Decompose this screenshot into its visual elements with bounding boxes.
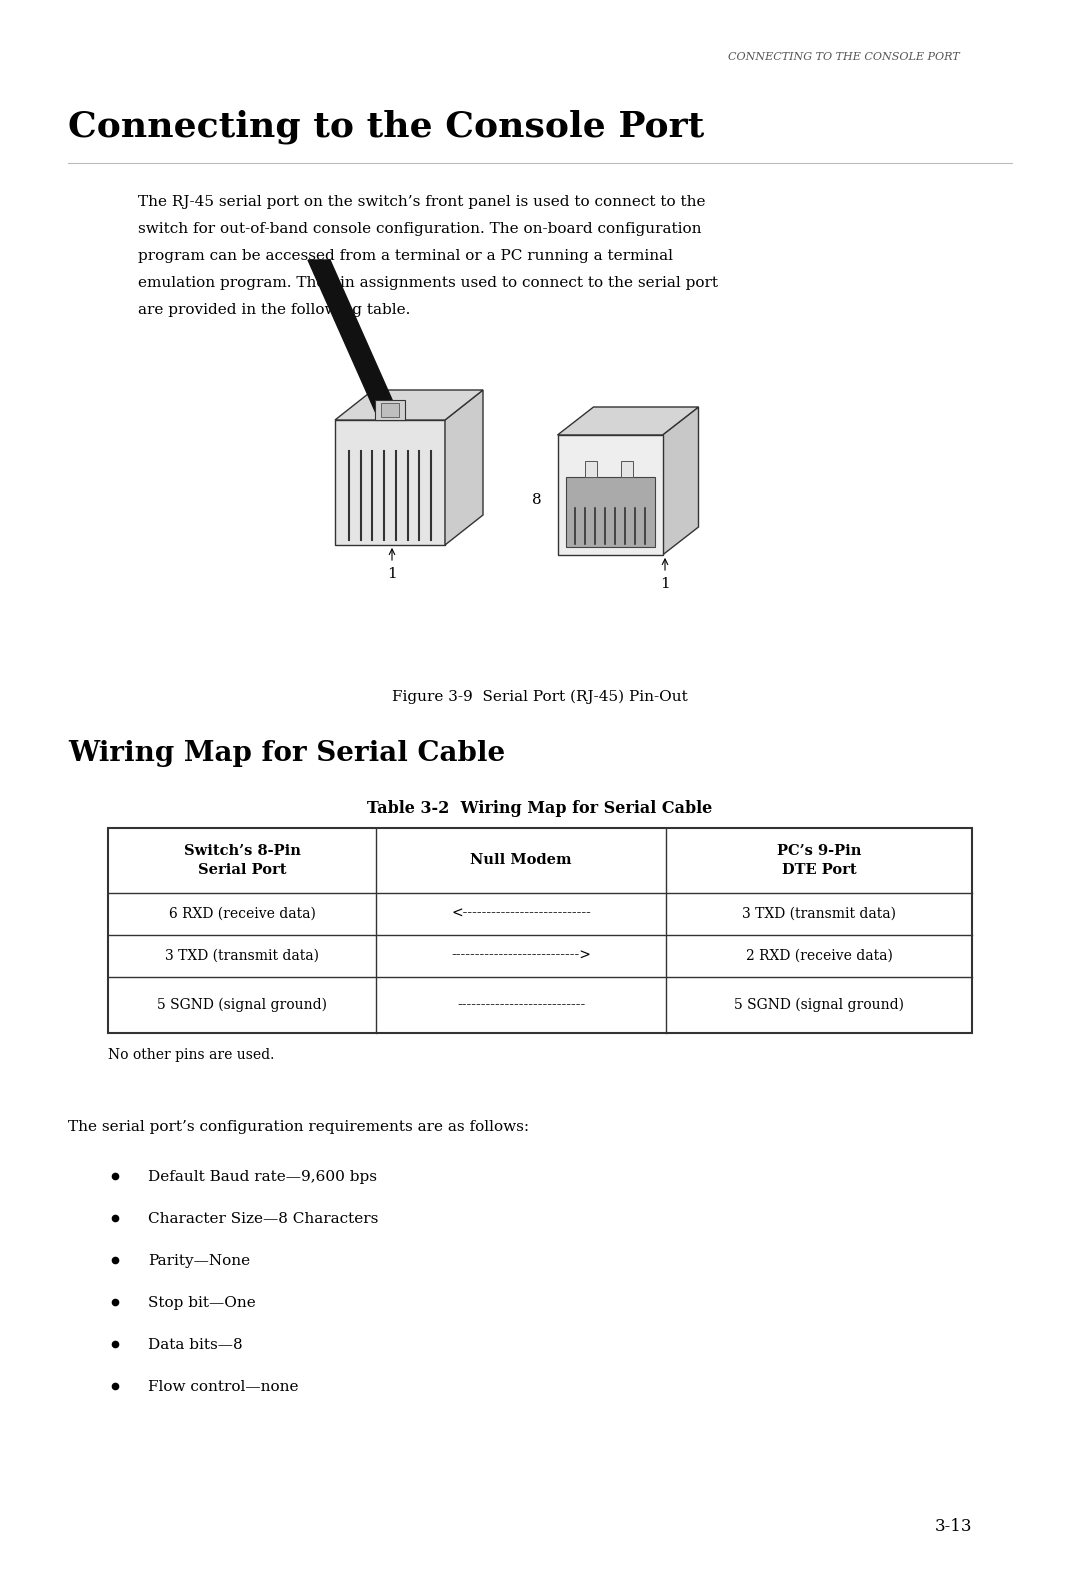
Text: 1: 1 xyxy=(660,578,670,590)
Text: 2 RXD (receive data): 2 RXD (receive data) xyxy=(745,948,892,962)
Text: Table 3-2  Wiring Map for Serial Cable: Table 3-2 Wiring Map for Serial Cable xyxy=(367,801,713,816)
Polygon shape xyxy=(308,261,401,421)
Polygon shape xyxy=(375,400,405,421)
Text: 8: 8 xyxy=(532,493,542,507)
Text: CONNECTING TO THE CONSOLE PORT: CONNECTING TO THE CONSOLE PORT xyxy=(728,52,960,61)
Text: <---------------------------: <--------------------------- xyxy=(451,907,591,922)
Text: --------------------------->: ---------------------------> xyxy=(451,948,591,962)
Polygon shape xyxy=(445,389,483,545)
Text: Parity—None: Parity—None xyxy=(148,1254,251,1269)
Polygon shape xyxy=(557,407,699,435)
Text: emulation program. The pin assignments used to connect to the serial port: emulation program. The pin assignments u… xyxy=(138,276,718,290)
Text: ---------------------------: --------------------------- xyxy=(457,999,585,1013)
Text: Null Modem: Null Modem xyxy=(470,854,571,868)
Polygon shape xyxy=(381,403,399,418)
Polygon shape xyxy=(585,460,597,477)
Bar xyxy=(108,827,972,1033)
Text: Figure 3-9  Serial Port (RJ-45) Pin-Out: Figure 3-9 Serial Port (RJ-45) Pin-Out xyxy=(392,689,688,705)
Polygon shape xyxy=(335,421,445,545)
Polygon shape xyxy=(662,407,699,556)
Polygon shape xyxy=(335,389,483,421)
Text: The RJ-45 serial port on the switch’s front panel is used to connect to the: The RJ-45 serial port on the switch’s fr… xyxy=(138,195,705,209)
Text: Stop bit—One: Stop bit—One xyxy=(148,1295,256,1309)
Text: switch for out-of-band console configuration. The on-board configuration: switch for out-of-band console configura… xyxy=(138,221,702,236)
Text: The serial port’s configuration requirements are as follows:: The serial port’s configuration requirem… xyxy=(68,1119,529,1134)
Text: Data bits—8: Data bits—8 xyxy=(148,1338,243,1352)
Text: PC’s 9-Pin
DTE Port: PC’s 9-Pin DTE Port xyxy=(777,845,861,876)
Polygon shape xyxy=(566,477,654,546)
Text: 3 TXD (transmit data): 3 TXD (transmit data) xyxy=(165,948,319,962)
Text: Character Size—8 Characters: Character Size—8 Characters xyxy=(148,1212,378,1226)
Text: 3-13: 3-13 xyxy=(934,1518,972,1535)
Text: Connecting to the Console Port: Connecting to the Console Port xyxy=(68,110,704,144)
Text: are provided in the following table.: are provided in the following table. xyxy=(138,303,410,317)
Polygon shape xyxy=(557,435,662,556)
Polygon shape xyxy=(621,460,633,477)
Text: program can be accessed from a terminal or a PC running a terminal: program can be accessed from a terminal … xyxy=(138,250,673,264)
Text: Default Baud rate—9,600 bps: Default Baud rate—9,600 bps xyxy=(148,1170,377,1184)
Text: 1: 1 xyxy=(387,567,396,581)
Text: Wiring Map for Serial Cable: Wiring Map for Serial Cable xyxy=(68,739,505,768)
Text: 5 SGND (signal ground): 5 SGND (signal ground) xyxy=(157,999,327,1013)
Text: Switch’s 8-Pin
Serial Port: Switch’s 8-Pin Serial Port xyxy=(184,845,300,876)
Text: 3 TXD (transmit data): 3 TXD (transmit data) xyxy=(742,907,896,922)
Text: 8: 8 xyxy=(458,509,468,521)
Text: 6 RXD (receive data): 6 RXD (receive data) xyxy=(168,907,315,922)
Text: 5 SGND (signal ground): 5 SGND (signal ground) xyxy=(734,999,904,1013)
Text: No other pins are used.: No other pins are used. xyxy=(108,1049,274,1061)
Text: Flow control—none: Flow control—none xyxy=(148,1380,298,1394)
